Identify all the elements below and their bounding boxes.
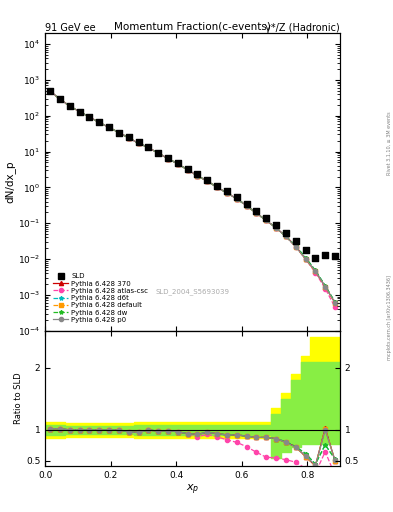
Point bbox=[303, 246, 309, 254]
Point bbox=[224, 187, 230, 196]
Point bbox=[322, 251, 329, 259]
Point bbox=[175, 159, 181, 167]
Point bbox=[116, 129, 122, 137]
Point bbox=[332, 252, 338, 260]
Point bbox=[106, 123, 112, 132]
Text: 91 GeV ee: 91 GeV ee bbox=[45, 23, 96, 33]
Point bbox=[66, 102, 73, 110]
Point bbox=[57, 95, 63, 103]
Text: γ*/Z (Hadronic): γ*/Z (Hadronic) bbox=[265, 23, 340, 33]
Text: SLD_2004_S5693039: SLD_2004_S5693039 bbox=[156, 289, 230, 295]
Y-axis label: Ratio to SLD: Ratio to SLD bbox=[14, 373, 23, 424]
Point bbox=[214, 182, 220, 190]
Legend: SLD, Pythia 6.428 370, Pythia 6.428 atlas-csc, Pythia 6.428 d6t, Pythia 6.428 de: SLD, Pythia 6.428 370, Pythia 6.428 atla… bbox=[51, 272, 149, 324]
Point bbox=[292, 237, 299, 245]
Point bbox=[96, 118, 102, 126]
Point bbox=[155, 149, 162, 157]
X-axis label: $x_p$: $x_p$ bbox=[186, 482, 199, 497]
Point bbox=[135, 138, 142, 146]
Point bbox=[145, 143, 152, 152]
Point bbox=[312, 253, 318, 262]
Point bbox=[233, 193, 240, 201]
Point bbox=[185, 165, 191, 173]
Point bbox=[283, 228, 289, 237]
Point bbox=[126, 133, 132, 141]
Text: Rivet 3.1.10, ≥ 3M events: Rivet 3.1.10, ≥ 3M events bbox=[387, 112, 392, 175]
Title: Momentum Fraction(c-events): Momentum Fraction(c-events) bbox=[114, 21, 271, 31]
Point bbox=[273, 221, 279, 229]
Text: mcplots.cern.ch [arXiv:1306.3436]: mcplots.cern.ch [arXiv:1306.3436] bbox=[387, 275, 392, 360]
Point bbox=[244, 200, 250, 208]
Point bbox=[195, 170, 201, 179]
Point bbox=[47, 87, 53, 95]
Point bbox=[76, 108, 83, 116]
Point bbox=[263, 214, 270, 222]
Point bbox=[86, 113, 93, 121]
Point bbox=[165, 154, 171, 162]
Point bbox=[253, 207, 260, 215]
Y-axis label: dN/dx_p: dN/dx_p bbox=[4, 161, 15, 203]
Point bbox=[204, 176, 211, 184]
